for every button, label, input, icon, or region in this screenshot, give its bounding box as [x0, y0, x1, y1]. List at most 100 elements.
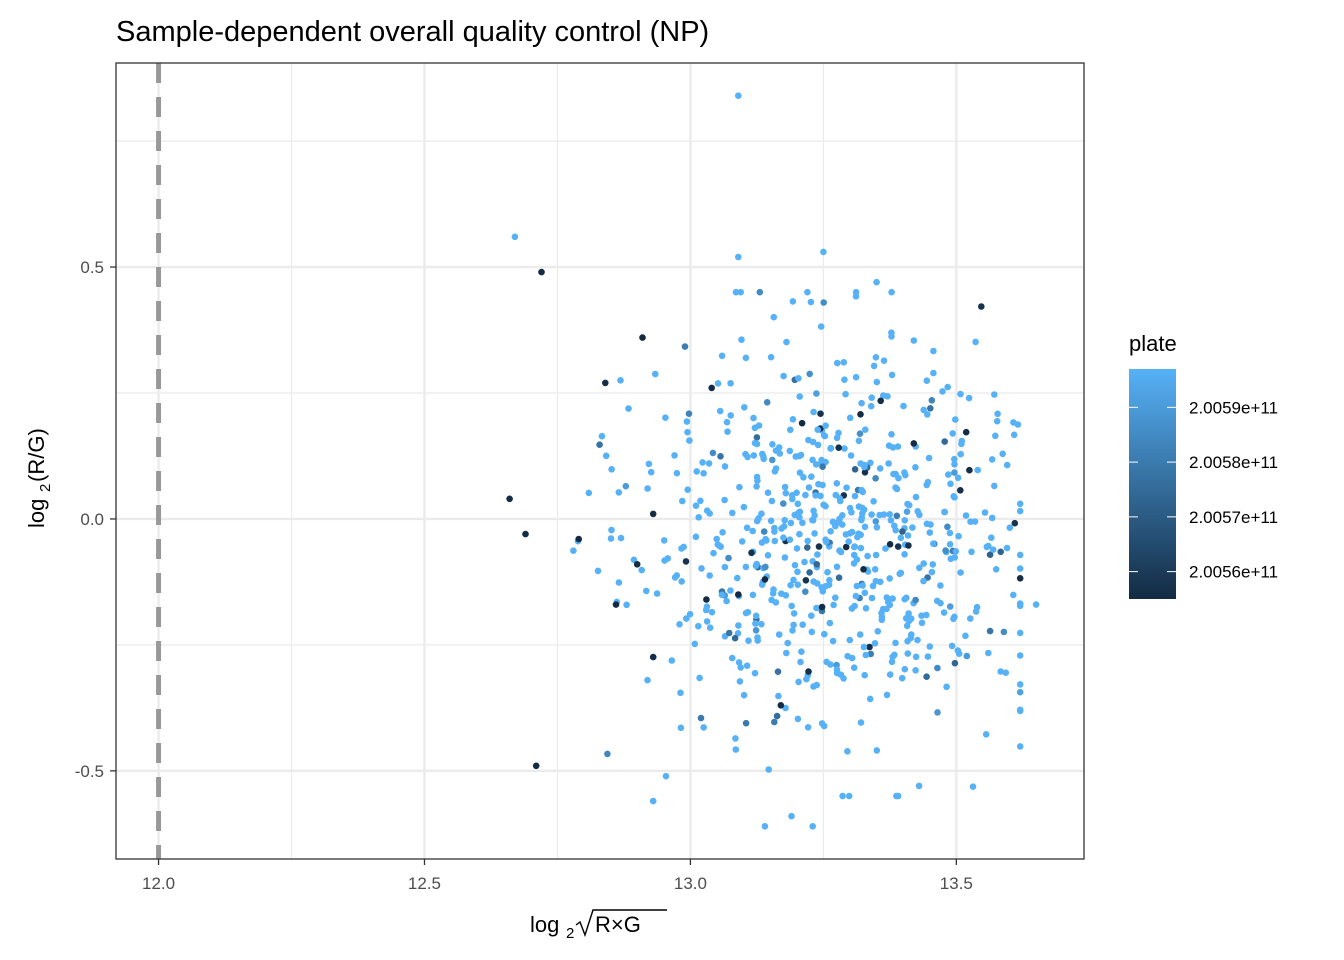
data-point [852, 592, 860, 600]
data-point [784, 639, 791, 647]
data-point [781, 483, 789, 491]
data-point [910, 337, 918, 344]
data-point [912, 667, 919, 674]
data-point [652, 370, 659, 378]
data-point [873, 524, 881, 531]
data-point [951, 455, 958, 463]
data-point [764, 489, 772, 497]
data-point [893, 792, 900, 800]
data-point [850, 551, 858, 559]
data-point [770, 313, 778, 321]
data-point [861, 671, 868, 679]
data-point [820, 722, 828, 730]
data-point [713, 535, 720, 543]
data-point [703, 603, 711, 610]
data-point [848, 509, 855, 516]
x-axis-title-expr: R×G [595, 912, 641, 937]
data-point [718, 352, 726, 360]
data-point [840, 675, 847, 682]
x-tick-label: 13.0 [674, 874, 707, 893]
data-point [706, 510, 713, 517]
data-point [796, 530, 803, 538]
data-point [830, 601, 837, 609]
data-point [570, 547, 577, 554]
data-point [798, 648, 805, 655]
data-point [532, 762, 540, 770]
data-point [705, 460, 713, 467]
data-point [1011, 519, 1019, 527]
data-point [893, 512, 901, 520]
x-axis-title-log: log [530, 912, 559, 937]
data-point [885, 460, 892, 467]
y-tick-label: 0.0 [80, 510, 104, 529]
data-point [799, 519, 806, 527]
data-point [941, 508, 948, 516]
data-point [683, 418, 691, 425]
data-point [882, 545, 889, 552]
data-point [787, 581, 794, 589]
data-point [753, 440, 761, 448]
data-point [742, 719, 750, 727]
data-point [767, 517, 775, 525]
data-point [771, 468, 779, 475]
data-point [790, 576, 797, 584]
data-point [617, 534, 625, 542]
data-point [856, 430, 864, 438]
data-point [862, 651, 870, 659]
data-point [788, 812, 795, 820]
data-point [904, 532, 912, 539]
data-point [864, 552, 871, 560]
data-point [859, 582, 866, 589]
data-point [817, 323, 825, 330]
data-point [735, 591, 742, 598]
data-point [904, 637, 911, 645]
data-point [760, 528, 768, 535]
data-point [819, 463, 826, 471]
data-point [861, 523, 869, 531]
data-point [677, 724, 685, 732]
data-point [946, 603, 954, 610]
data-point [1016, 500, 1024, 508]
data-point [892, 484, 899, 491]
data-point [951, 554, 959, 561]
data-point [841, 376, 848, 384]
data-point [944, 523, 951, 531]
data-point [596, 441, 603, 449]
data-point [1003, 461, 1011, 469]
data-point [761, 576, 769, 583]
data-point [653, 590, 661, 597]
data-point [775, 631, 783, 638]
data-point [850, 560, 858, 567]
data-point [796, 393, 803, 400]
data-point [633, 561, 641, 568]
y-axis-title-log: log [24, 499, 49, 528]
data-point [794, 581, 802, 588]
data-point [978, 303, 985, 310]
data-point [805, 484, 813, 491]
data-point [723, 418, 731, 426]
data-point [729, 509, 736, 517]
data-point [765, 766, 772, 773]
data-point [736, 483, 743, 491]
data-point [963, 652, 971, 660]
data-point [1032, 601, 1040, 608]
data-point [797, 451, 805, 459]
data-point [930, 540, 937, 547]
data-point [941, 438, 948, 445]
data-point [1002, 669, 1010, 676]
data-point [782, 489, 790, 497]
data-point [615, 489, 623, 496]
data-point [756, 288, 764, 296]
data-point [912, 596, 919, 604]
data-point [622, 482, 630, 490]
data-point [877, 397, 884, 405]
data-point [575, 535, 582, 543]
data-point [866, 695, 874, 703]
x-axis-title-subscript: 2 [566, 925, 574, 942]
data-point [817, 410, 824, 418]
data-point [692, 502, 700, 510]
data-point [724, 428, 731, 436]
data-point [804, 537, 811, 545]
data-point [789, 298, 797, 305]
data-point [858, 399, 865, 407]
